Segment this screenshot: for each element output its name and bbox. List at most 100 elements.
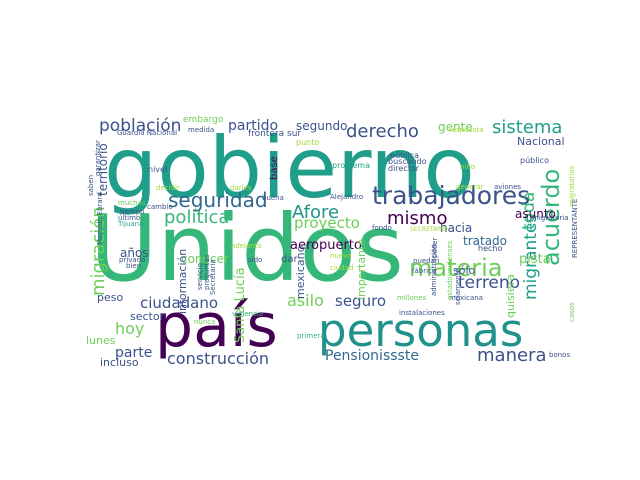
word-materia: materia xyxy=(409,254,503,282)
word-bonos: bonos xyxy=(549,351,570,359)
word-asunto: asunto xyxy=(515,207,556,221)
word-medida: medida xyxy=(188,126,214,134)
word-trabajadores: trabajadores xyxy=(372,181,530,210)
word-secretario: SECRETARIO xyxy=(410,226,448,233)
word-personas: personas xyxy=(318,304,523,357)
word-solo: sólo xyxy=(453,264,476,277)
word-aviones: aviones xyxy=(494,183,521,191)
word-gente: gente xyxy=(438,120,473,134)
word-generar: generar xyxy=(456,183,484,191)
word-afore: Afore xyxy=(292,202,339,223)
word-pista: pista xyxy=(519,252,551,267)
word-hecho: hecho xyxy=(478,244,502,253)
word-director: director xyxy=(388,164,420,173)
word-santa-lucia: Santa Lucía xyxy=(233,267,248,343)
word-punto: punto xyxy=(296,138,319,147)
word-privado: privado xyxy=(119,256,145,264)
word-millones: millones xyxy=(397,294,427,302)
word-preguntas: preguntas xyxy=(203,254,211,290)
word-estadounidenses: estadounidenses xyxy=(446,240,454,300)
word-buscando: buscando xyxy=(388,157,427,166)
word-nunca: nunca xyxy=(194,318,215,326)
word-tiempo: tiempo xyxy=(120,208,145,216)
word-fondo: fondo xyxy=(372,224,392,232)
word-nino: niño xyxy=(460,163,475,171)
word-tijuana: Tijuana xyxy=(117,220,143,228)
word-mexicano: mexicano xyxy=(294,245,307,299)
word-pais: país xyxy=(155,291,278,361)
word-nivel: nivel xyxy=(148,165,167,174)
word-politica: política xyxy=(164,207,229,228)
word-sistema: sistema xyxy=(492,117,562,138)
word-migrantes: migrantes xyxy=(521,214,541,300)
word-aeropuerto: aeropuerto xyxy=(290,238,362,253)
word-anos: años xyxy=(120,246,149,260)
word-administracion: administración xyxy=(430,244,438,296)
word-muchas: muchas xyxy=(118,199,146,207)
word-proyecto: proyecto xyxy=(294,214,360,232)
word-gobierno: gobierno xyxy=(104,119,475,217)
word-cloud-words: Unidos gobierno país personas trabajador… xyxy=(86,115,579,369)
word-darles: darles xyxy=(230,184,252,192)
word-incluso: incluso xyxy=(100,356,139,369)
word-acuerdo: acuerdo xyxy=(537,169,565,266)
word-base: base xyxy=(269,156,280,180)
word-hoy: hoy xyxy=(115,319,144,338)
word-mexicana: mexicana xyxy=(449,294,483,302)
word-saben: saben xyxy=(87,175,95,196)
word-nacional: Nacional xyxy=(517,135,565,148)
word-hacia: hacia xyxy=(440,221,472,235)
word-publica: pública xyxy=(390,151,419,160)
word-problema: problema xyxy=(332,161,370,170)
word-primera: primera xyxy=(297,332,325,340)
word-marcelo-ebrard: Marcelo Ebrard xyxy=(96,192,104,245)
word-lunes: lunes xyxy=(86,334,116,347)
word-conocer: conocer xyxy=(181,252,229,266)
word-seguro: seguro xyxy=(335,292,386,310)
word-cambio: cambio xyxy=(147,203,173,211)
word-instalaciones: instalaciones xyxy=(399,309,445,317)
word-migratoria: migratoria xyxy=(532,214,569,222)
word-respuesta: respuesta xyxy=(449,126,484,134)
word-poder: poder xyxy=(431,238,439,258)
word-pensionissste: Pensionissste xyxy=(325,348,419,364)
word-ultimo: último xyxy=(118,214,140,222)
word-quisiera: quisiera xyxy=(504,274,517,318)
word-solamente: solamente xyxy=(454,268,462,305)
word-migracion: migración xyxy=(88,206,109,296)
word-buena: buena xyxy=(262,194,284,202)
word-garantizar: garantizar xyxy=(94,140,102,176)
word-manera: manera xyxy=(477,345,546,366)
word-decidir: decidir xyxy=(156,184,180,192)
word-dar: dar xyxy=(281,254,298,265)
word-ciudadano: ciudadano xyxy=(140,294,218,312)
word-fabrica: fábrica xyxy=(412,267,436,275)
word-informacion: información xyxy=(176,249,189,314)
word-unidos: Unidos xyxy=(90,195,404,302)
word-publico: público xyxy=(520,156,549,165)
word-peso: peso xyxy=(97,291,123,304)
word-derecho: derecho xyxy=(346,121,419,142)
word-bien: bien xyxy=(126,262,141,270)
word-casos: casos xyxy=(568,302,576,322)
word-servicio: servicio xyxy=(196,263,204,290)
word-mismo: mismo xyxy=(387,208,447,229)
word-guardia-nacional: Guardia Nacional xyxy=(117,129,177,137)
word-seguridad: seguridad xyxy=(168,188,268,212)
word-migratorias: migratorias xyxy=(568,165,576,206)
word-puedan: puedan xyxy=(413,257,439,265)
word-frontera-sur: frontera sur xyxy=(248,129,301,139)
word-embargo: embargo xyxy=(183,115,224,125)
word-sector: sector xyxy=(130,310,165,323)
word-nueva: nueva xyxy=(330,252,352,260)
word-adelanto: adelanto xyxy=(231,242,262,250)
word-territorio: territorio xyxy=(96,143,110,196)
word-violencia: violencia xyxy=(232,310,263,318)
word-secretaria: Secretaría xyxy=(209,259,217,295)
word-asilo: asilo xyxy=(287,291,324,310)
word-representante: REPRESENTANTE xyxy=(571,199,579,258)
word-importante: importante xyxy=(355,239,368,300)
word-toda: toda xyxy=(519,192,539,230)
word-ciudad: ciudad xyxy=(330,264,353,272)
